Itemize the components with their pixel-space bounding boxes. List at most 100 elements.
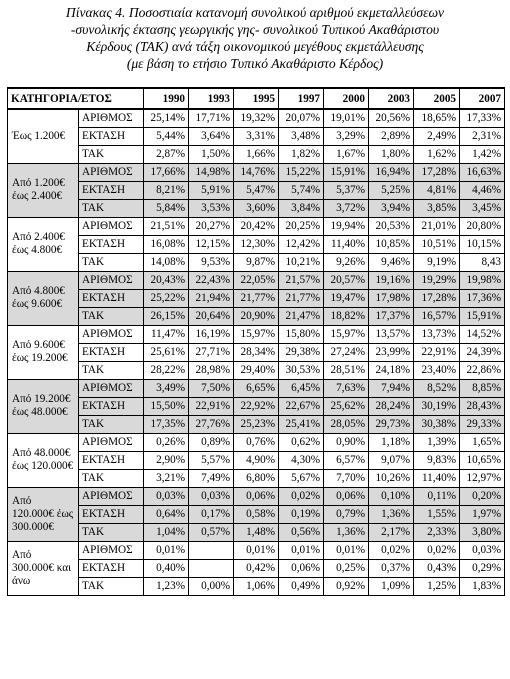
value-cell: 14,98% [188, 162, 235, 182]
value-cell: 12,97% [459, 468, 506, 488]
metric-label: ΕΚΤΑΣΗ [77, 126, 145, 146]
value-cell: 13,73% [413, 324, 461, 344]
metric-label: ΑΡΙΘΜΟΣ [77, 162, 145, 182]
value-cell: 0,02% [278, 486, 325, 506]
value-cell: 0,64% [143, 504, 190, 524]
value-cell: 22,05% [233, 270, 280, 290]
value-cell: 3,31% [233, 126, 280, 146]
value-cell: 0,20% [459, 486, 506, 506]
value-cell: 25,14% [143, 108, 190, 128]
value-cell: 5,74% [278, 180, 325, 200]
value-cell: 7,50% [188, 378, 235, 398]
value-cell: 9,26% [323, 252, 370, 272]
value-cell: 0,01% [323, 540, 370, 560]
value-cell: 21,57% [278, 270, 325, 290]
table-row: ΤΑΚ 1,23% 0,00% 1,06% 0,49% 0,92% 1,09% 1,25% 1,… [8, 576, 506, 596]
value-cell: 5,67% [278, 468, 325, 488]
value-cell: 17,37% [368, 306, 415, 326]
value-cell: 10,26% [368, 468, 415, 488]
value-cell: 6,45% [278, 378, 325, 398]
value-cell: 8,43 [459, 252, 506, 272]
value-cell: 25,22% [143, 288, 190, 308]
caption-line: (με βάση το ετήσιο Τυπικό Ακαθάριστο Κέρ… [126, 56, 384, 71]
value-cell: 0,25% [323, 558, 370, 578]
table-row: ΕΚΤΑΣΗ 16,08% 12,15% 12,30% 12,42% 11,40% 10,8… [8, 234, 506, 254]
metric-label: ΕΚΤΑΣΗ [77, 234, 145, 254]
value-cell: 30,38% [413, 414, 461, 434]
value-cell: 0,01% [143, 540, 190, 560]
value-cell: 14,76% [233, 162, 280, 182]
value-cell: 20,57% [323, 270, 370, 290]
value-cell: 1,23% [143, 576, 190, 596]
value-cell: 3,49% [143, 378, 190, 398]
value-cell: 22,67% [278, 396, 325, 416]
value-cell: 27,24% [323, 342, 370, 362]
header-year: 2005 [413, 87, 461, 110]
value-cell: 0,17% [188, 504, 235, 524]
value-cell: 20,53% [368, 216, 415, 236]
value-cell: 2,31% [459, 126, 506, 146]
value-cell: 11,47% [143, 324, 190, 344]
value-cell: 1,55% [413, 504, 461, 524]
value-cell: 2,49% [413, 126, 461, 146]
header-year: 1995 [233, 87, 280, 110]
value-cell: 15,22% [278, 162, 325, 182]
value-cell: 13,57% [368, 324, 415, 344]
table-row: ΤΑΚ 28,22% 28,98% 29,40% 30,53% 28,51% 24,18% 2… [8, 360, 506, 380]
value-cell: 22,91% [413, 342, 461, 362]
value-cell: 5,44% [143, 126, 190, 146]
value-cell: 15,50% [143, 396, 190, 416]
value-cell: 17,98% [368, 288, 415, 308]
metric-label: ΕΚΤΑΣΗ [77, 342, 145, 362]
value-cell: 19,98% [459, 270, 506, 290]
value-cell: 20,90% [233, 306, 280, 326]
value-cell: 7,70% [323, 468, 370, 488]
value-cell: 4,81% [413, 180, 461, 200]
value-cell: 24,18% [368, 360, 415, 380]
value-cell: 1,80% [368, 144, 415, 164]
value-cell: 28,22% [143, 360, 190, 380]
value-cell: 8,85% [459, 378, 506, 398]
value-cell: 16,08% [143, 234, 190, 254]
metric-label: ΤΑΚ [77, 144, 145, 164]
value-cell: 0,92% [323, 576, 370, 596]
value-cell: 10,21% [278, 252, 325, 272]
category-label: Από 19.200€ έως 48.000€ [7, 378, 79, 434]
value-cell: 0,26% [143, 432, 190, 452]
value-cell: 2,87% [143, 144, 190, 164]
value-cell: 1,36% [368, 504, 415, 524]
header-category: ΚΑΤΗΓΟΡΙΑ/ΕΤΟΣ [6, 87, 145, 110]
value-cell: 5,25% [368, 180, 415, 200]
value-cell: 15,91% [459, 306, 506, 326]
value-cell: 1,65% [459, 432, 506, 452]
table-row: ΕΚΤΑΣΗ 8,21% 5,91% 5,47% 5,74% 5,37% 5,25% 4,81… [8, 180, 506, 200]
value-cell: 0,29% [459, 558, 506, 578]
value-cell: 2,33% [413, 522, 461, 542]
category-label: Έως 1.200€ [7, 108, 79, 164]
value-cell: 16,63% [459, 162, 506, 182]
table-row: ΕΚΤΑΣΗ 0,40% 0,42% 0,06% 0,25% 0,37% 0,43% 0,29… [8, 558, 506, 578]
value-cell: 5,57% [188, 450, 235, 470]
value-cell: 30,53% [278, 360, 325, 380]
metric-label: ΑΡΙΘΜΟΣ [77, 108, 145, 128]
value-cell: 21,51% [143, 216, 190, 236]
value-cell: 1,66% [233, 144, 280, 164]
table-row: ΤΑΚ 2,87% 1,50% 1,66% 1,82% 1,67% 1,80% 1,62% 1,… [8, 144, 506, 164]
value-cell: 0,03% [188, 486, 235, 506]
value-cell: 0,02% [368, 540, 415, 560]
table-row: ΤΑΚ 17,35% 27,76% 25,23% 25,41% 28,05% 29,73% 3… [8, 414, 506, 434]
table-row: ΕΚΤΑΣΗ 25,61% 27,71% 28,34% 29,38% 27,24% 23,9… [8, 342, 506, 362]
metric-label: ΕΚΤΑΣΗ [77, 396, 145, 416]
value-cell: 2,90% [143, 450, 190, 470]
value-cell: 20,80% [459, 216, 506, 236]
value-cell: 18,65% [413, 108, 461, 128]
value-cell: 14,52% [459, 324, 506, 344]
header-year: 2000 [323, 87, 370, 110]
value-cell: 5,84% [143, 198, 190, 218]
caption-line: Πίνακας 4. Ποσοστιαία κατανομή συνολικού… [65, 5, 445, 20]
value-cell: 3,94% [368, 198, 415, 218]
table-row: Από 48.000€ έως 120.000€ ΑΡΙΘΜΟΣ 0,26% 0,89… [7, 432, 506, 488]
value-cell: 19,47% [323, 288, 370, 308]
table-row: ΤΑΚ 26,15% 20,64% 20,90% 21,47% 18,82% 17,37% 1… [8, 306, 506, 326]
table-row: Από 4.800€ έως 9.600€ ΑΡΙΘΜΟΣ 20,43% 22,43%… [7, 270, 506, 326]
